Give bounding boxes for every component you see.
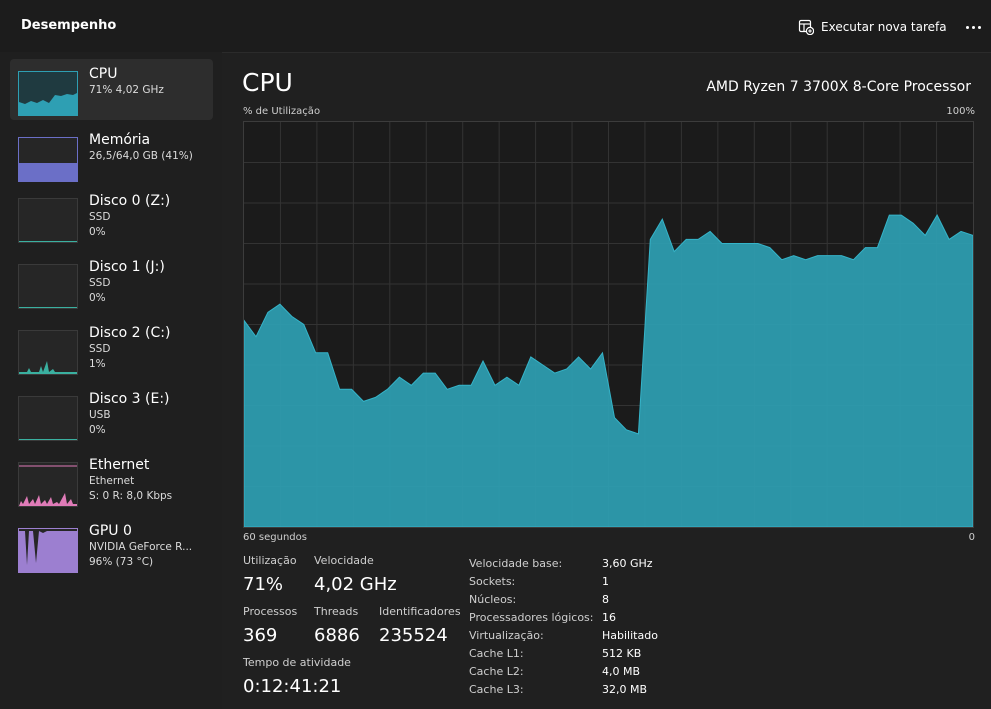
cpu-usage-area	[244, 214, 973, 527]
sidebar-item-cpu[interactable]: CPU 71% 4,02 GHz	[10, 59, 213, 120]
spec-value: 8	[602, 592, 609, 606]
sidebar-item-disk-2[interactable]: Disco 2 (C:) SSD 1%	[10, 318, 213, 379]
spec-row: Velocidade base: 3,60 GHz	[469, 554, 658, 572]
stat-label: Tempo de atividade	[243, 656, 351, 669]
sidebar-item-gpu-0[interactable]: GPU 0 NVIDIA GeForce R... 96% (73 °C)	[10, 516, 213, 577]
page-title: Desempenho	[21, 18, 117, 33]
sidebar-item-label: Disco 2 (C:)	[89, 325, 171, 341]
spec-value: 3,60 GHz	[602, 556, 653, 570]
sidebar-item-detail: 26,5/64,0 GB (41%)	[89, 150, 193, 162]
stat-label: Velocidade	[314, 554, 374, 567]
sidebar-item-ethernet[interactable]: Ethernet Ethernet S: 0 R: 8,0 Kbps	[10, 450, 213, 511]
panel-title: CPU	[242, 68, 293, 97]
more-options-icon[interactable]	[962, 14, 984, 40]
y-axis-label: % de Utilização	[243, 106, 321, 117]
spec-key: Processadores lógicos:	[469, 610, 594, 624]
gpu-thumbnail	[18, 528, 78, 573]
stat-processes: Processos 369	[243, 605, 297, 648]
sidebar-item-label: Ethernet	[89, 457, 150, 473]
disk-0-thumbnail	[18, 198, 78, 243]
spec-row: Sockets: 1	[469, 572, 658, 590]
spec-value: 16	[602, 610, 616, 624]
stat-uptime: Tempo de atividade 0:12:41:21	[243, 656, 351, 699]
run-new-task-button[interactable]: Executar nova tarefa	[798, 14, 947, 40]
run-new-task-label: Executar nova tarefa	[821, 20, 947, 34]
stat-utilization: Utilização 71%	[243, 554, 297, 597]
stat-threads: Threads 6886	[314, 605, 360, 648]
stat-label: Identificadores	[379, 605, 461, 618]
cpu-specs-list: Velocidade base: 3,60 GHz Sockets: 1 Núcle…	[469, 554, 658, 698]
cpu-utilization-chart	[244, 122, 973, 527]
stat-value: 6886	[314, 625, 360, 646]
spec-key: Cache L3:	[469, 682, 524, 696]
spec-value: 32,0 MB	[602, 682, 648, 696]
sidebar-item-label: Disco 1 (J:)	[89, 259, 165, 275]
spec-row: Processadores lógicos: 16	[469, 608, 658, 626]
x-axis-right-label: 0	[968, 532, 975, 543]
spec-value: 512 KB	[602, 646, 642, 660]
cpu-model-name: AMD Ryzen 7 3700X 8-Core Processor	[706, 79, 971, 95]
sidebar-item-label: CPU	[89, 66, 118, 82]
spec-key: Cache L1:	[469, 646, 524, 660]
spec-row: Núcleos: 8	[469, 590, 658, 608]
stat-value: 369	[243, 625, 278, 646]
sidebar-item-detail: 0%	[89, 292, 106, 304]
spec-row: Cache L2: 4,0 MB	[469, 662, 658, 680]
spec-key: Virtualização:	[469, 628, 544, 642]
spec-row: Virtualização: Habilitado	[469, 626, 658, 644]
sidebar-item-detail: 71% 4,02 GHz	[89, 84, 164, 96]
disk-1-thumbnail	[18, 264, 78, 309]
stat-value: 4,02 GHz	[314, 574, 397, 595]
sidebar-item-detail: 1%	[89, 358, 106, 370]
sidebar-item-disk-0[interactable]: Disco 0 (Z:) SSD 0%	[10, 186, 213, 247]
ethernet-thumbnail	[18, 462, 78, 507]
sidebar-item-detail: S: 0 R: 8,0 Kbps	[89, 490, 173, 502]
stat-speed: Velocidade 4,02 GHz	[314, 554, 397, 597]
stat-handles: Identificadores 235524	[379, 605, 461, 648]
disk-2-thumbnail	[18, 330, 78, 375]
sidebar-item-type: SSD	[89, 343, 111, 355]
memory-thumbnail	[18, 137, 78, 182]
sidebar-item-label: Memória	[89, 132, 151, 148]
y-axis-max-label: 100%	[946, 106, 975, 117]
stat-value: 71%	[243, 574, 284, 595]
sidebar-item-label: Disco 3 (E:)	[89, 391, 170, 407]
sidebar-item-detail: 0%	[89, 424, 106, 436]
cpu-detail-panel: CPU AMD Ryzen 7 3700X 8-Core Processor %…	[222, 52, 991, 709]
stat-value: 235524	[379, 625, 448, 646]
sidebar-item-type: USB	[89, 409, 111, 421]
spec-key: Núcleos:	[469, 592, 517, 606]
sidebar-item-type: SSD	[89, 277, 111, 289]
sidebar-item-detail: 0%	[89, 226, 106, 238]
sidebar-item-disk-3[interactable]: Disco 3 (E:) USB 0%	[10, 384, 213, 445]
stat-label: Processos	[243, 605, 298, 618]
sidebar-item-memory[interactable]: Memória 26,5/64,0 GB (41%)	[10, 125, 213, 186]
spec-row: Cache L3: 32,0 MB	[469, 680, 658, 698]
sidebar-item-detail: 96% (73 °C)	[89, 556, 154, 568]
header-bar: Desempenho Executar nova tarefa	[0, 0, 991, 53]
sidebar-item-type: SSD	[89, 211, 111, 223]
spec-key: Velocidade base:	[469, 556, 563, 570]
spec-row: Cache L1: 512 KB	[469, 644, 658, 662]
x-axis-left-label: 60 segundos	[243, 532, 307, 543]
disk-3-thumbnail	[18, 396, 78, 441]
stat-label: Utilização	[243, 554, 297, 567]
run-task-icon	[798, 19, 814, 35]
stat-value: 0:12:41:21	[243, 676, 342, 697]
spec-key: Sockets:	[469, 574, 516, 588]
sidebar-item-type: Ethernet	[89, 475, 135, 487]
cpu-utilization-graph	[243, 121, 974, 528]
spec-value: 1	[602, 574, 609, 588]
sidebar: CPU 71% 4,02 GHz Memória 26,5/64,0 GB (4…	[0, 52, 222, 709]
sidebar-item-label: Disco 0 (Z:)	[89, 193, 171, 209]
sidebar-item-disk-1[interactable]: Disco 1 (J:) SSD 0%	[10, 252, 213, 313]
stat-label: Threads	[314, 605, 359, 618]
spec-key: Cache L2:	[469, 664, 524, 678]
sidebar-item-label: GPU 0	[89, 523, 132, 539]
spec-value: 4,0 MB	[602, 664, 641, 678]
cpu-thumbnail	[18, 71, 78, 116]
sidebar-item-type: NVIDIA GeForce R...	[89, 541, 193, 553]
spec-value: Habilitado	[602, 628, 658, 642]
